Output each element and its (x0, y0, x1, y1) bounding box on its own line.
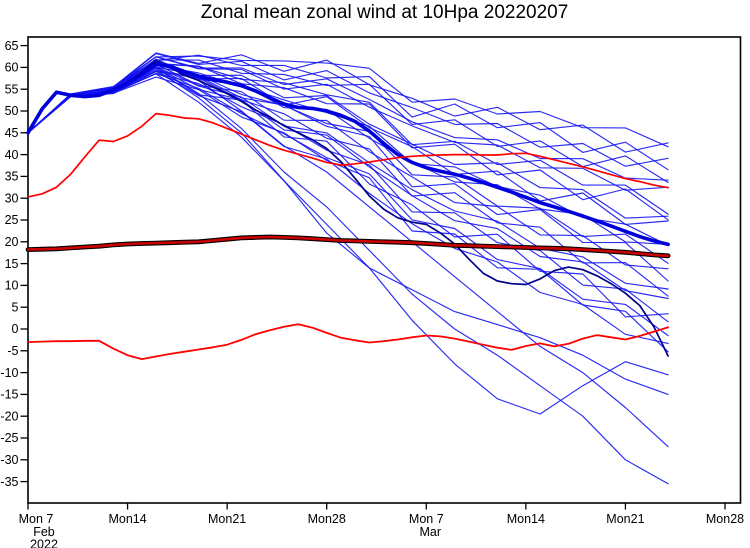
ensemble-member-line (27, 71, 669, 297)
ensemble-member-line (27, 63, 669, 270)
ensemble-member-line (27, 58, 669, 225)
y-tick-label: 55 (5, 82, 19, 96)
y-tick-label: 60 (5, 61, 19, 75)
y-tick-label: -25 (0, 431, 18, 445)
y-tick-label: 50 (5, 104, 19, 118)
x-tick-label: Mon21 (606, 512, 644, 526)
y-tick-label: 20 (5, 235, 19, 249)
climatology-lower-line (27, 323, 669, 361)
ensemble-member-line (27, 62, 669, 245)
x-tick-label: Mon 7 (19, 512, 54, 526)
ensemble-member-line (27, 73, 669, 395)
ensemble-member-line (27, 64, 669, 246)
y-tick-label: 25 (5, 213, 19, 227)
ensemble-member-line (27, 53, 669, 167)
x-sub-label: Mar (420, 525, 442, 539)
y-tick-label: 65 (5, 39, 19, 53)
ensemble-member-line (27, 73, 669, 323)
x-tick-label: Mon14 (507, 512, 545, 526)
y-tick-label: 0 (12, 322, 19, 336)
y-tick-label: 30 (5, 191, 19, 205)
climatology-upper-line (27, 112, 669, 198)
y-tick-label: 5 (12, 300, 19, 314)
x-sub-label: 2022 (30, 538, 58, 548)
climatological-mean-line (26, 235, 670, 258)
y-tick-label: -15 (0, 388, 18, 402)
plot-frame (27, 36, 742, 504)
x-tick-label: Mon 7 (409, 512, 444, 526)
y-tick-label: -5 (7, 344, 18, 358)
x-tick-label: Mon21 (208, 512, 246, 526)
y-tick-label: 40 (5, 148, 19, 162)
x-tick-label: Mon14 (108, 512, 146, 526)
ensemble-member-line (27, 55, 669, 148)
y-tick-label: 45 (5, 126, 19, 140)
x-tick-label: Mon28 (308, 512, 346, 526)
control-forecast-line (27, 60, 669, 357)
y-tick-label: -30 (0, 453, 18, 467)
ensemble-member-line (27, 65, 669, 290)
y-tick-label: -20 (0, 409, 18, 423)
ensemble-mean-line (26, 62, 670, 247)
chart-title: Zonal mean zonal wind at 10Hpa 20220207 (200, 2, 569, 23)
ensemble-member-line (27, 60, 669, 448)
y-tick-label: -35 (0, 475, 18, 489)
ensemble-member-line (27, 66, 669, 300)
x-sub-label: Feb (33, 525, 55, 539)
y-tick-label: -10 (0, 366, 18, 380)
x-tick-label: Mon28 (706, 512, 744, 526)
ensemble-member-line (27, 56, 669, 191)
y-tick-label: 15 (5, 257, 19, 271)
ensemble-member-line (27, 66, 669, 485)
y-tick-label: 10 (5, 279, 19, 293)
y-tick-label: 35 (5, 170, 19, 184)
